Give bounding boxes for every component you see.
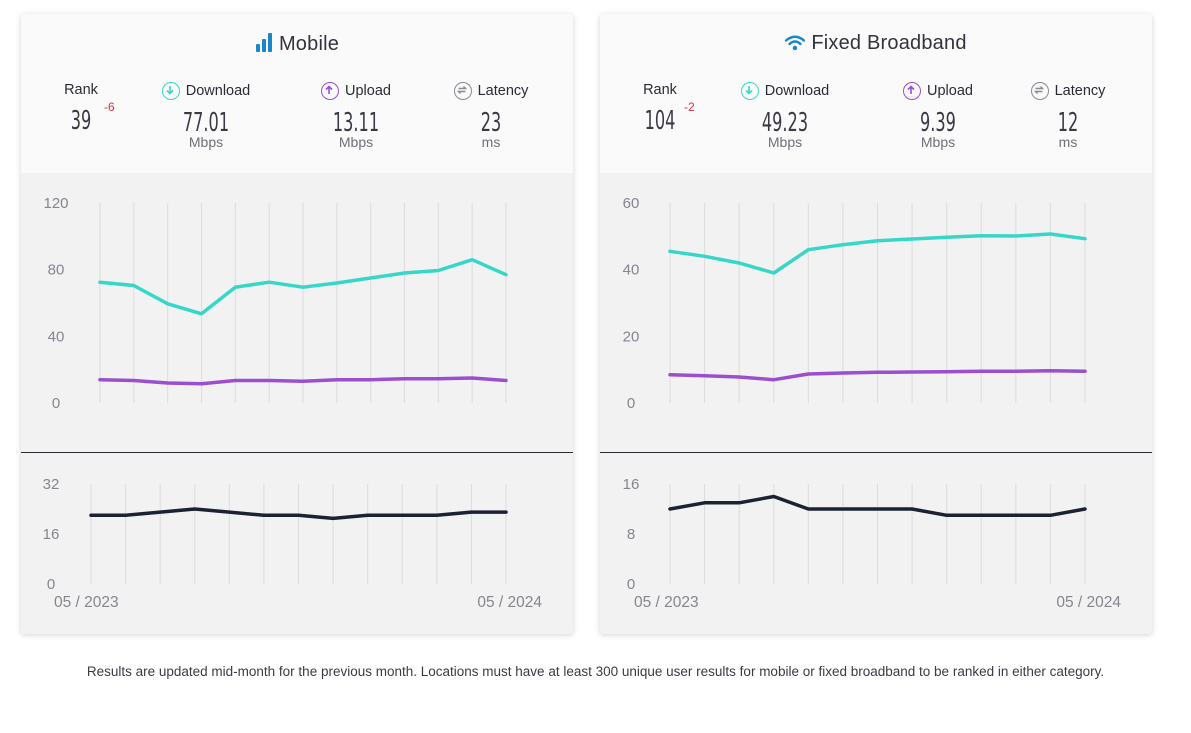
download-unit: Mbps xyxy=(767,134,803,150)
download-label: Download xyxy=(185,83,251,99)
speed-y-tick-label: 40 xyxy=(623,262,640,279)
wifi-icon xyxy=(785,34,806,57)
latency-y-tick-label: 0 xyxy=(627,576,635,593)
latency-unit: ms xyxy=(1058,134,1078,150)
mobile-title: Mobile xyxy=(21,32,573,58)
latency-y-tick-label: 16 xyxy=(43,526,60,543)
speed-y-tick-label: 80 xyxy=(48,262,65,279)
speed-y-tick-label: 120 xyxy=(43,195,68,212)
x-start-date-label: 05 / 2023 xyxy=(634,594,699,611)
download-unit: Mbps xyxy=(188,134,224,150)
fixed-download[interactable]: Download 49.23 Mbps xyxy=(730,82,840,150)
download-value: 77.01 xyxy=(182,108,230,138)
speed-y-tick-label: 0 xyxy=(52,395,60,412)
signal-bars-icon xyxy=(255,32,273,58)
footnote: Results are updated mid-month for the pr… xyxy=(86,664,1105,679)
latency-y-tick-label: 32 xyxy=(43,476,60,493)
fixed-charts: 0 20 40 60 0 8 16 05 / 2023 05 / 2024 xyxy=(623,195,1122,611)
rank-value: 104 xyxy=(644,106,676,136)
rank-value: 39 xyxy=(70,106,92,136)
arrow-down-circle-icon xyxy=(161,82,180,100)
upload-value: 13.11 xyxy=(332,108,380,138)
latency-series-line xyxy=(668,494,1087,518)
mobile-title-text: Mobile xyxy=(278,33,340,55)
fixed-header: Fixed Broadband Rank 104 -2 Download 49.… xyxy=(600,14,1152,173)
arrow-up-circle-icon xyxy=(321,82,340,100)
mobile-download[interactable]: Download 77.01 Mbps xyxy=(151,82,261,150)
fixed-broadband-panel: Fixed Broadband Rank 104 -2 Download 49.… xyxy=(600,14,1152,634)
fixed-latency[interactable]: Latency 12 ms xyxy=(1020,82,1116,150)
x-end-date-label: 05 / 2024 xyxy=(1056,594,1121,611)
latency-y-tick-label: 0 xyxy=(47,576,55,593)
mobile-latency[interactable]: Latency 23 ms xyxy=(443,82,539,150)
rank-change: -6 xyxy=(104,100,115,114)
latency-label: Latency xyxy=(477,83,529,99)
latency-unit: ms xyxy=(481,134,501,150)
fixed-title: Fixed Broadband xyxy=(600,32,1152,57)
speed-y-tick-label: 0 xyxy=(627,395,635,412)
latency-value: 23 xyxy=(480,108,502,138)
download-label: Download xyxy=(764,83,830,99)
download-series-line xyxy=(98,257,508,316)
latency-label: Latency xyxy=(1054,83,1106,99)
chart-divider xyxy=(21,452,573,453)
upload-series-line xyxy=(668,368,1087,382)
speed-y-tick-label: 40 xyxy=(48,328,65,345)
rank-label: Rank xyxy=(64,82,98,98)
mobile-header: Mobile Rank 39 -6 Download 77.01 Mbps Up… xyxy=(21,14,573,173)
latency-value: 12 xyxy=(1057,108,1079,138)
fixed-rank: Rank 104 -2 xyxy=(620,82,700,136)
rank-change: -2 xyxy=(684,100,695,114)
latency-circle-icon xyxy=(1030,82,1049,100)
upload-label: Upload xyxy=(345,83,391,99)
speed-y-tick-label: 20 xyxy=(623,328,640,345)
mobile-upload[interactable]: Upload 13.11 Mbps xyxy=(306,82,406,150)
latency-series-line xyxy=(89,507,508,521)
upload-unit: Mbps xyxy=(338,134,374,150)
mobile-panel: Mobile Rank 39 -6 Download 77.01 Mbps Up… xyxy=(21,14,573,634)
arrow-up-circle-icon xyxy=(903,82,922,100)
mobile-rank: Rank 39 -6 xyxy=(41,82,121,136)
latency-y-tick-label: 16 xyxy=(623,476,640,493)
download-value: 49.23 xyxy=(761,108,809,138)
mobile-charts: 0 40 80 120 0 16 32 05 / 2023 05 / 2024 xyxy=(43,195,543,611)
fixed-upload[interactable]: Upload 9.39 Mbps xyxy=(888,82,988,150)
fixed-title-text: Fixed Broadband xyxy=(811,32,967,54)
latency-circle-icon xyxy=(453,82,472,100)
speed-y-tick-label: 60 xyxy=(623,195,640,212)
arrow-down-circle-icon xyxy=(740,82,759,100)
upload-unit: Mbps xyxy=(920,134,956,150)
x-end-date-label: 05 / 2024 xyxy=(477,594,542,611)
latency-y-tick-label: 8 xyxy=(627,526,635,543)
upload-value: 9.39 xyxy=(920,108,956,138)
rank-label: Rank xyxy=(643,82,677,98)
x-start-date-label: 05 / 2023 xyxy=(54,594,119,611)
chart-divider xyxy=(600,452,1152,453)
upload-label: Upload xyxy=(927,83,973,99)
upload-series-line xyxy=(98,376,508,386)
download-series-line xyxy=(668,232,1087,275)
